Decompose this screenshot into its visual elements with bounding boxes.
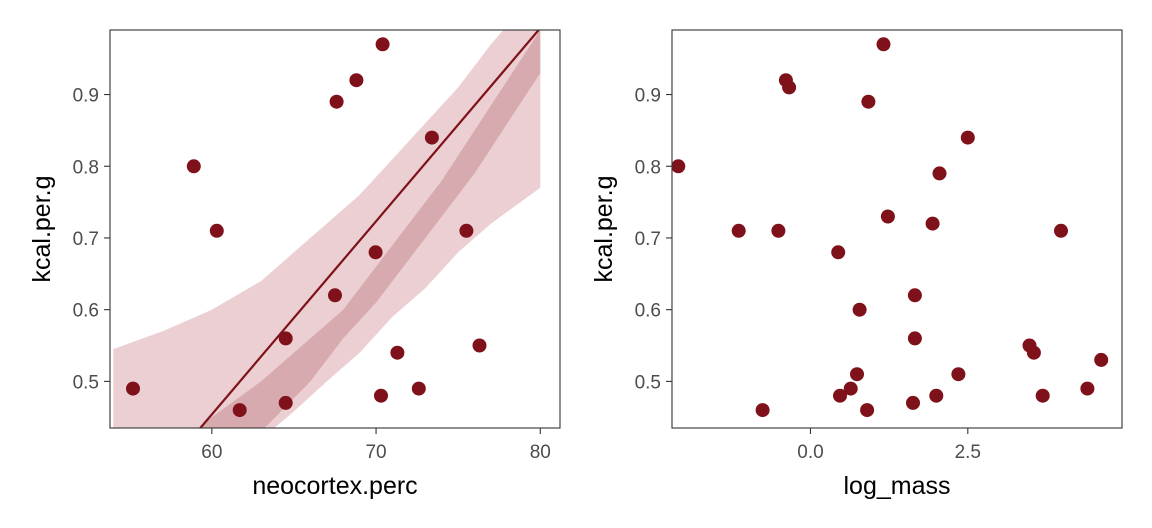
y-axis-title-2: kcal.per.g [590,175,618,282]
data-point [349,73,364,88]
data-point [960,130,975,145]
y-tick-label: 0.8 [73,157,99,178]
x-axis-title-2: log_mass [844,472,951,500]
data-point [1026,345,1041,360]
data-point [126,381,140,396]
data-point [232,403,247,418]
data-point [328,288,342,303]
data-point [925,216,940,231]
data-point [876,37,891,52]
data-point [329,94,344,109]
x-tick-label: 0.0 [797,442,823,463]
data-point [929,388,944,403]
data-point [1054,223,1068,238]
y-axis: 0.5 0.6 0.7 0.8 0.9 [73,86,110,393]
data-point [852,302,867,317]
data-point [850,367,864,382]
regression-line [199,30,540,428]
data-point [907,288,922,303]
data-point [390,345,405,360]
data-point [1094,352,1109,367]
panel-logmass-scatter: 0.0 2.5 0.5 0.6 0.7 0.8 0.9 [635,29,1123,463]
data-point [932,166,947,181]
y-tick-label: 0.9 [635,86,661,107]
y-tick-label: 0.9 [73,86,99,107]
x-tick-label: 80 [530,442,551,463]
data-point [906,395,920,410]
data-point [771,223,786,238]
data-point [833,388,847,403]
panel-frame [109,29,561,429]
x-tick-label: 2.5 [955,442,981,463]
panel-frame [671,29,1123,429]
y-tick-label: 0.6 [73,301,99,322]
y-tick-label: 0.5 [635,372,661,393]
y-axis-title-1: kcal.per.g [28,175,56,282]
data-point [424,130,439,145]
data-point [907,331,922,346]
data-point [186,159,201,174]
y-tick-label: 0.6 [635,301,661,322]
y-tick-label: 0.5 [73,372,99,393]
data-point [861,94,876,109]
y-axis: 0.5 0.6 0.7 0.8 0.9 [635,86,672,393]
data-point [472,338,487,353]
data-points [672,37,1109,418]
x-axis: 60 70 80 [201,428,551,463]
data-point [860,403,875,418]
x-axis-title-1: neocortex.perc [252,472,417,500]
y-tick-label: 0.7 [73,229,99,250]
y-tick-label: 0.7 [635,229,661,250]
data-point [831,245,846,260]
x-tick-label: 60 [201,442,222,463]
data-point [951,367,966,382]
data-point [374,388,388,403]
data-point [375,37,390,52]
data-point [672,159,686,174]
data-point [880,209,895,224]
panel-neocortex-scatter: 60 70 80 0.5 0.6 0.7 0.8 0.9 [73,29,561,463]
data-point [209,223,224,238]
data-point [782,80,797,95]
x-tick-label: 70 [365,442,386,463]
data-point [459,223,474,238]
data-point [278,395,293,410]
x-axis: 0.0 2.5 [797,428,981,463]
y-tick-label: 0.8 [635,157,661,178]
data-points [126,37,487,418]
data-point [368,245,383,260]
data-point [1080,381,1095,396]
data-point [411,381,426,396]
confidence-band-outer [113,30,541,428]
data-point [755,403,770,418]
data-point [843,381,858,396]
data-point [278,331,293,346]
data-point [731,223,746,238]
data-point [1035,388,1050,403]
